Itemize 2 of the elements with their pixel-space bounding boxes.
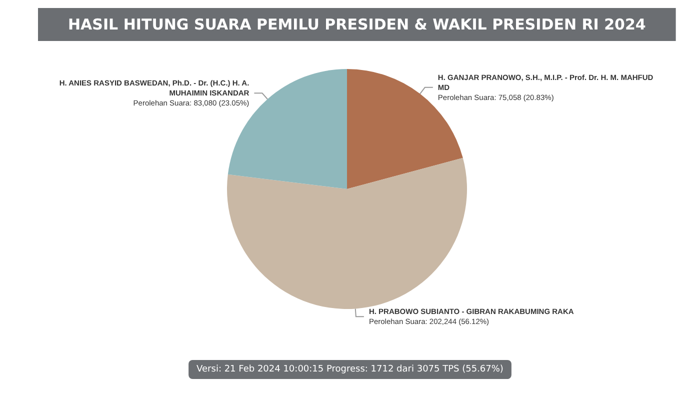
chart-title: HASIL HITUNG SUARA PEMILU PRESIDEN & WAKIL PRESIDEN RI 2024 (68, 16, 646, 34)
text: Versi: 21 Feb 2024 10:00:15 Progress: 1712 dari 3075 TPS (55.67%) (196, 364, 504, 374)
